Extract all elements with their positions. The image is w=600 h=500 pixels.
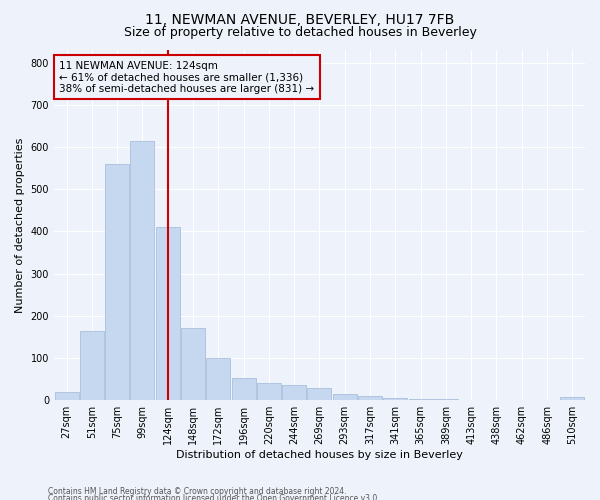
Y-axis label: Number of detached properties: Number of detached properties xyxy=(15,138,25,313)
Text: Contains HM Land Registry data © Crown copyright and database right 2024.: Contains HM Land Registry data © Crown c… xyxy=(48,488,347,496)
Bar xyxy=(307,388,331,400)
Bar xyxy=(130,140,154,400)
Text: 11 NEWMAN AVENUE: 124sqm
← 61% of detached houses are smaller (1,336)
38% of sem: 11 NEWMAN AVENUE: 124sqm ← 61% of detach… xyxy=(59,60,314,94)
Bar xyxy=(80,330,104,400)
Bar xyxy=(409,398,433,400)
Bar xyxy=(55,392,79,400)
Bar xyxy=(257,384,281,400)
Bar xyxy=(181,328,205,400)
Bar xyxy=(232,378,256,400)
Text: Contains public sector information licensed under the Open Government Licence v3: Contains public sector information licen… xyxy=(48,494,380,500)
Bar xyxy=(282,386,306,400)
Bar xyxy=(206,358,230,400)
Bar xyxy=(333,394,357,400)
Bar xyxy=(383,398,407,400)
Text: 11, NEWMAN AVENUE, BEVERLEY, HU17 7FB: 11, NEWMAN AVENUE, BEVERLEY, HU17 7FB xyxy=(145,12,455,26)
Bar xyxy=(560,397,584,400)
Bar xyxy=(358,396,382,400)
X-axis label: Distribution of detached houses by size in Beverley: Distribution of detached houses by size … xyxy=(176,450,463,460)
Bar xyxy=(105,164,129,400)
Text: Size of property relative to detached houses in Beverley: Size of property relative to detached ho… xyxy=(124,26,476,39)
Bar xyxy=(156,227,180,400)
